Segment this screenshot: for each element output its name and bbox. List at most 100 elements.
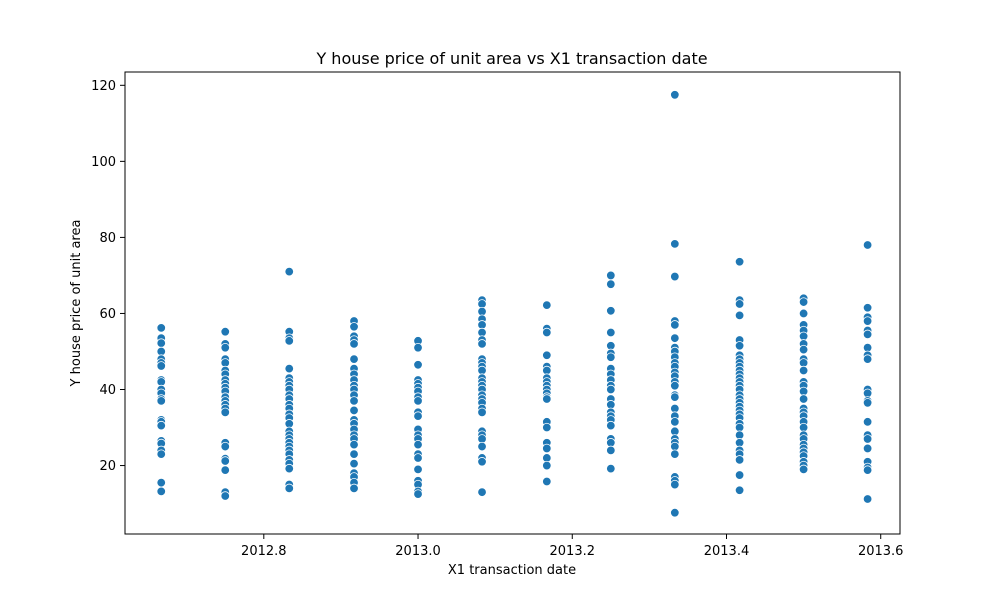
- data-point: [542, 394, 552, 404]
- data-point: [349, 439, 359, 450]
- data-point: [349, 396, 359, 406]
- data-point: [220, 342, 230, 353]
- chart-title: Y house price of unit area vs X1 transac…: [315, 49, 707, 68]
- data-point: [156, 449, 166, 459]
- data-point: [477, 339, 487, 349]
- data-point: [413, 489, 423, 499]
- data-point: [862, 329, 873, 340]
- data-point: [670, 392, 680, 402]
- data-point: [670, 508, 680, 518]
- data-point: [413, 396, 423, 406]
- data-point: [670, 271, 680, 282]
- data-point: [477, 457, 487, 467]
- data-point: [542, 350, 552, 360]
- data-point: [670, 90, 680, 100]
- data-point: [156, 361, 166, 371]
- y-axis-label: Y house price of unit area: [69, 220, 84, 388]
- data-point: [220, 465, 230, 475]
- data-point: [542, 443, 552, 454]
- data-point: [862, 354, 873, 364]
- data-point: [670, 239, 680, 249]
- data-point: [413, 360, 423, 370]
- data-point: [862, 316, 873, 326]
- data-point: [606, 420, 616, 431]
- data-point: [477, 407, 487, 418]
- x-tick-label: 2012.8: [241, 544, 287, 559]
- data-point: [798, 464, 809, 475]
- data-point: [156, 323, 166, 333]
- data-point: [156, 420, 166, 431]
- y-tick-label: 60: [99, 307, 116, 322]
- data-point: [606, 352, 616, 362]
- data-point: [670, 320, 680, 330]
- x-tick-label: 2013.2: [550, 544, 596, 559]
- data-point: [349, 354, 359, 364]
- data-point: [220, 441, 230, 452]
- data-point: [413, 453, 423, 463]
- data-point: [542, 300, 552, 310]
- data-point: [156, 477, 166, 488]
- data-point: [606, 270, 616, 281]
- data-point: [606, 445, 616, 456]
- y-tick-label: 20: [99, 459, 116, 474]
- x-tick-label: 2013.0: [395, 544, 441, 559]
- data-point: [798, 297, 809, 307]
- data-point: [220, 327, 230, 337]
- data-point: [542, 476, 552, 487]
- data-point: [734, 455, 745, 465]
- y-tick-label: 120: [91, 79, 116, 94]
- data-point: [670, 381, 680, 391]
- data-point: [606, 463, 616, 474]
- x-tick-label: 2013.4: [704, 544, 750, 559]
- data-point: [862, 303, 873, 313]
- data-point: [734, 470, 745, 480]
- data-point: [220, 456, 230, 466]
- data-point: [862, 240, 873, 250]
- data-point: [284, 463, 294, 474]
- data-point: [862, 494, 873, 504]
- data-point: [862, 434, 873, 444]
- data-point: [606, 384, 616, 395]
- data-point: [734, 299, 745, 309]
- data-point: [156, 396, 166, 406]
- data-point: [798, 344, 809, 355]
- y-tick-label: 40: [99, 383, 116, 398]
- data-point: [349, 322, 359, 332]
- plot-area: [156, 90, 873, 518]
- data-point: [542, 460, 552, 471]
- data-point: [670, 417, 680, 427]
- data-point: [284, 363, 294, 374]
- data-point: [284, 483, 294, 494]
- data-point: [542, 422, 552, 433]
- data-point: [862, 465, 873, 475]
- axis-ticks: 2012.8 2013.0 2013.2 2013.4 2013.6 20 40 60 80 10…: [91, 79, 903, 559]
- data-point: [349, 405, 359, 416]
- data-point: [606, 306, 616, 316]
- data-point: [606, 279, 616, 289]
- data-point: [220, 407, 230, 418]
- data-point: [413, 342, 423, 353]
- data-point: [413, 411, 423, 421]
- data-point: [349, 458, 359, 469]
- data-point: [413, 439, 423, 450]
- data-point: [477, 441, 487, 452]
- data-point: [734, 310, 745, 321]
- data-point: [284, 336, 294, 346]
- data-point: [349, 483, 359, 494]
- data-point: [798, 365, 809, 376]
- data-point: [220, 491, 230, 501]
- data-point: [862, 417, 873, 427]
- x-tick-label: 2013.6: [858, 544, 904, 559]
- data-point: [670, 449, 680, 459]
- data-point: [542, 327, 552, 338]
- data-point: [798, 308, 809, 319]
- data-point: [734, 485, 745, 495]
- data-point: [349, 339, 359, 349]
- data-point: [670, 333, 680, 343]
- data-point: [798, 394, 809, 404]
- axes-frame: [124, 71, 901, 535]
- data-point: [862, 398, 873, 408]
- data-point: [413, 464, 423, 475]
